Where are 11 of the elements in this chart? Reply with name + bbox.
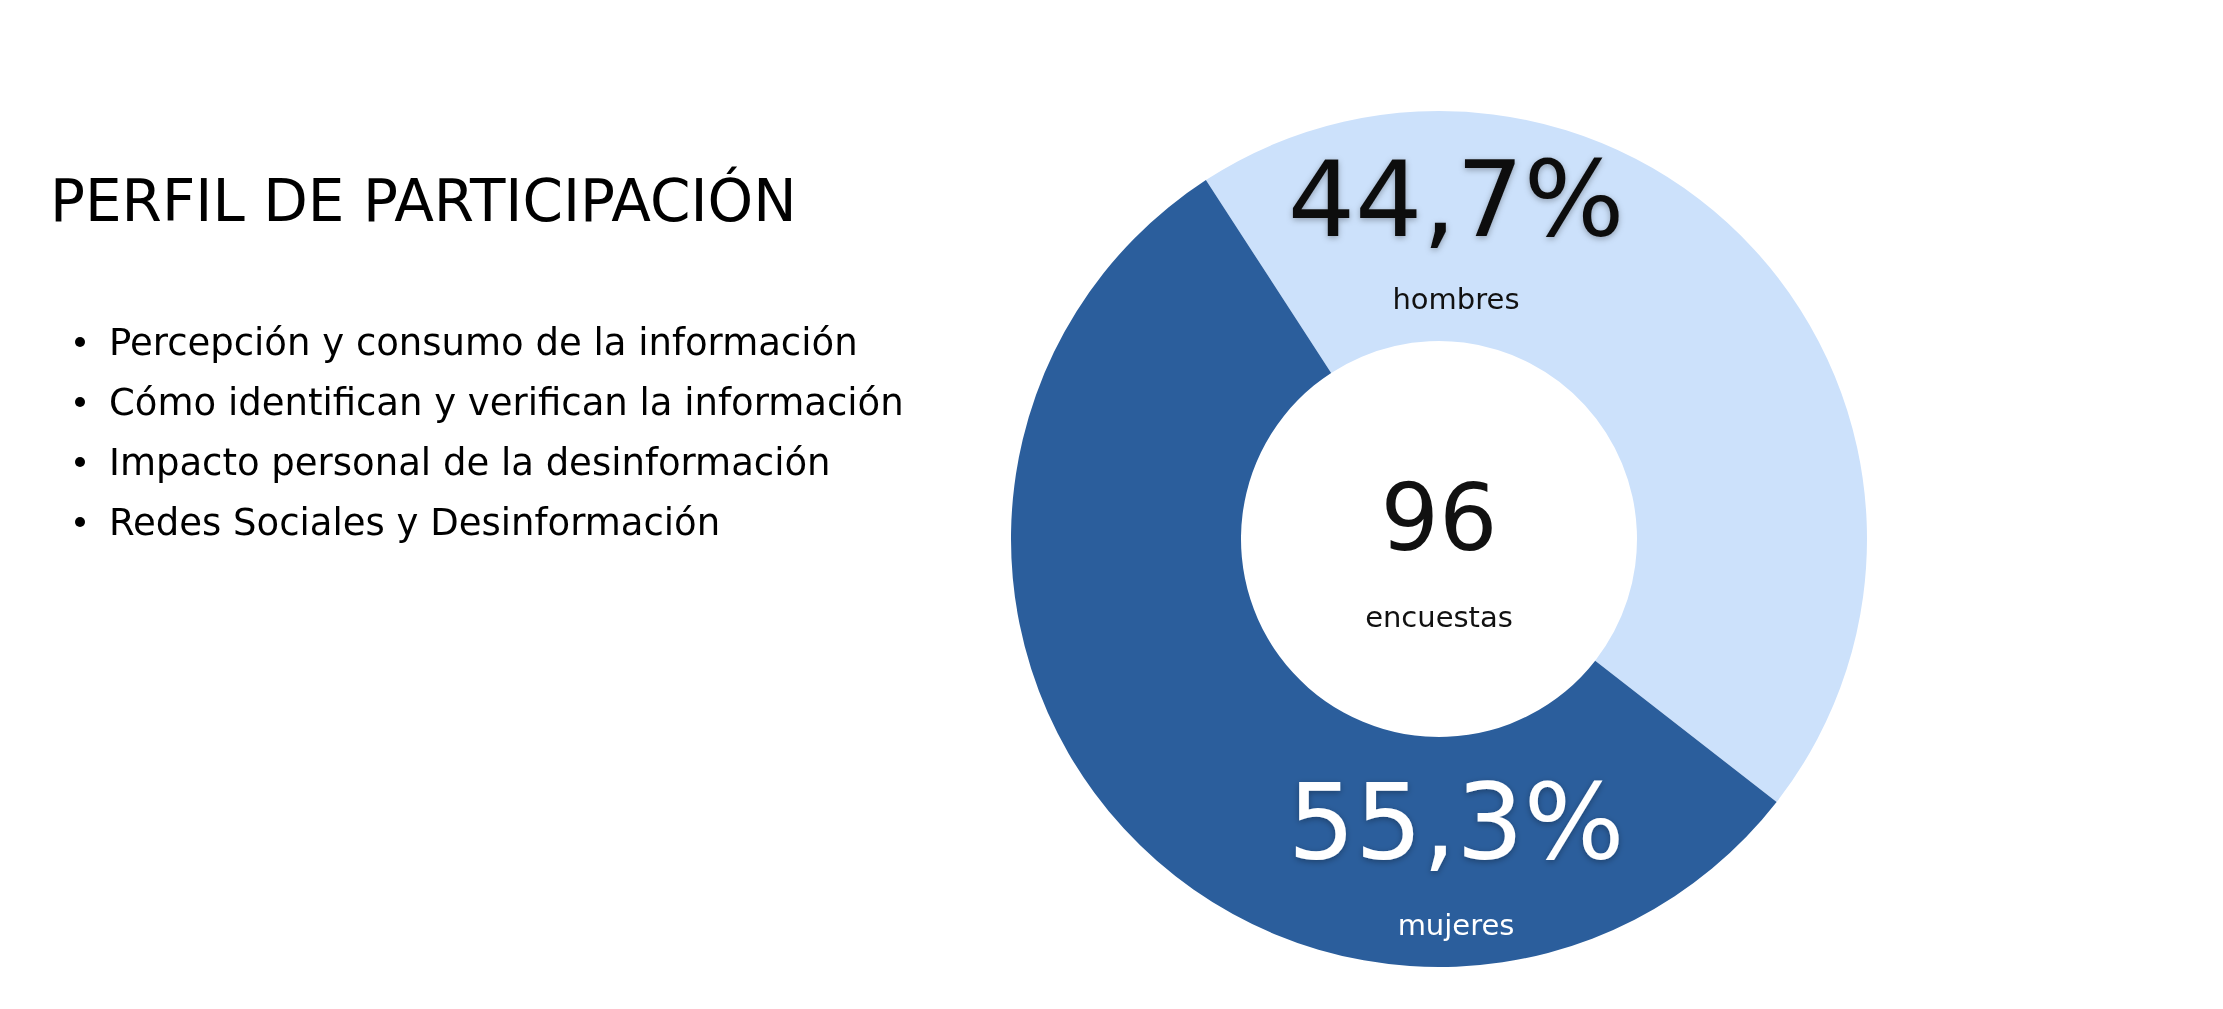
slice-label: hombres <box>1392 282 1520 316</box>
text: Impacto personal de la desinformación <box>109 440 831 484</box>
text: 96 <box>1380 464 1498 572</box>
text: PERFIL DE PARTICIPACIÓN <box>50 166 797 235</box>
data-label: 44,7% <box>1287 137 1625 261</box>
data-label: 55,3% <box>1287 760 1625 884</box>
slice-label: mujeres <box>1397 908 1515 942</box>
text: encuestas <box>1365 600 1513 634</box>
text: Percepción y consumo de la información <box>109 320 858 364</box>
text: Redes Sociales y Desinformación <box>109 500 721 544</box>
text: Cómo identifican y verifican la información <box>109 380 904 424</box>
